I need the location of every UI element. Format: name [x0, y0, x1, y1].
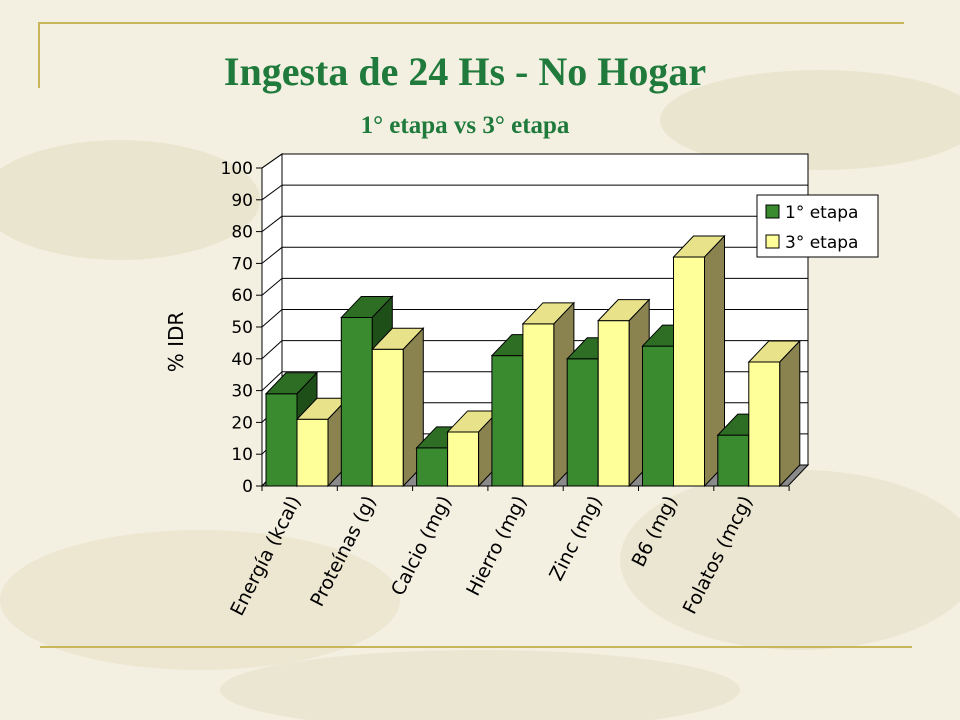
bar-front	[748, 361, 781, 487]
gridline-side	[261, 340, 283, 360]
left-rule	[38, 22, 40, 88]
gridline-side	[261, 246, 283, 264]
top-rule	[40, 22, 904, 24]
y-tick-label: 10	[231, 445, 253, 465]
y-tick-label: 30	[231, 382, 253, 402]
bar-front	[717, 434, 750, 487]
gridline-side	[261, 215, 283, 232]
bar-2-4	[521, 301, 576, 488]
legend-label-1: 1° etapa	[785, 203, 858, 223]
slide-title: Ingesta de 24 Hs - No Hogar	[223, 49, 707, 94]
bar-side	[779, 339, 801, 488]
chart-legend: 1° etapa 3° etapa	[756, 194, 879, 258]
x-tick-label: Proteínas (g)	[306, 492, 381, 610]
bar-front	[371, 348, 404, 487]
gridline-side	[261, 153, 283, 169]
y-tick-label: 40	[231, 350, 253, 370]
bar-front	[491, 355, 524, 487]
y-tick-label: 60	[231, 286, 253, 306]
legend-swatch-1	[765, 204, 780, 219]
bar-2-2	[371, 327, 425, 488]
y-tick-label: 70	[231, 254, 253, 274]
bar-2-5	[597, 298, 651, 488]
bar-front	[447, 431, 480, 487]
bar-front	[597, 320, 630, 487]
legend-swatch-2	[765, 234, 780, 249]
x-tick-label: B6 (mg)	[628, 492, 682, 570]
bar-front	[642, 345, 674, 487]
x-tick-label: Hierro (mg)	[462, 492, 531, 599]
y-tick-label: 80	[231, 223, 253, 243]
bottom-rule	[40, 646, 912, 648]
y-tick-label: 20	[231, 413, 253, 433]
slide-subtitle: 1° etapa vs 3° etapa	[360, 112, 570, 139]
y-tick-label: 100	[221, 159, 253, 179]
bar-front	[296, 418, 329, 487]
x-tick-label: Calcio (mg)	[387, 492, 456, 599]
bar-front	[416, 447, 449, 487]
gridline-side	[261, 371, 283, 391]
legend-label-2: 3° etapa	[785, 233, 858, 253]
bar-2-1	[295, 396, 350, 488]
x-tick-label: Zinc (mg)	[545, 492, 606, 584]
y-tick-label: 50	[231, 318, 253, 338]
x-tick-label: Folatos (mcg)	[679, 492, 757, 618]
bar-2-7	[747, 339, 801, 488]
gridline-side	[261, 184, 283, 201]
bar-2-6	[672, 234, 726, 488]
bar-front	[340, 316, 373, 487]
bar-front	[265, 393, 298, 487]
bar-front	[673, 256, 705, 487]
bar-2-3	[446, 409, 500, 488]
bar-front	[566, 358, 599, 487]
x-tick-label: Energía (kcal)	[226, 492, 305, 619]
y-tick-label: 90	[231, 191, 253, 211]
y-axis-label: % IDR	[164, 312, 188, 373]
gridline-side	[261, 309, 283, 328]
bar-front	[522, 323, 555, 487]
y-tick-label: 0	[242, 477, 253, 497]
gridline-side	[261, 278, 283, 296]
